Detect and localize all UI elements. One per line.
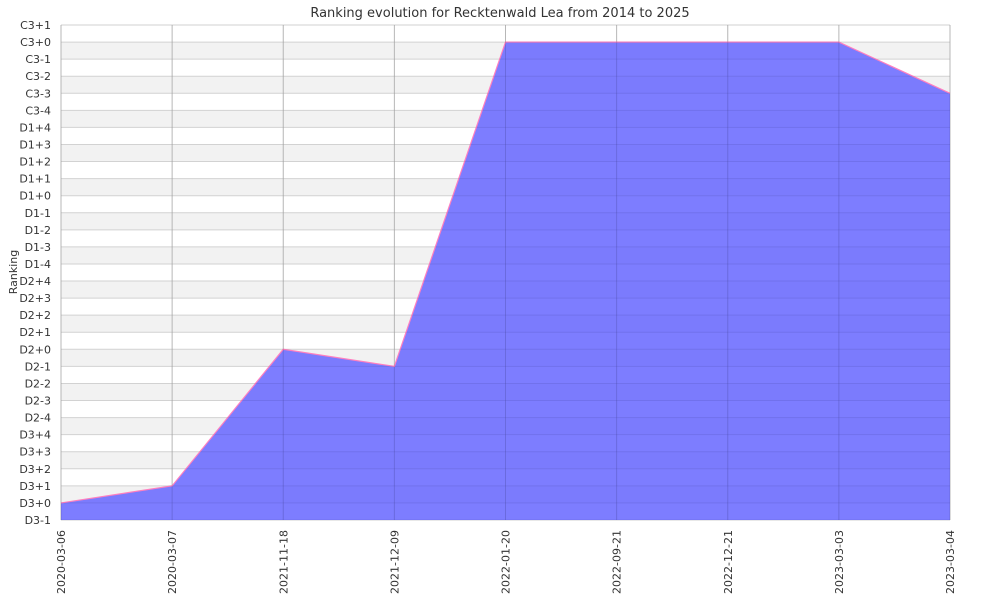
y-tick-label: D3+2 — [19, 463, 51, 476]
y-tick-label: D2+2 — [19, 309, 51, 322]
y-tick-label: C3+0 — [20, 36, 51, 49]
x-tick-label: 2022-09-21 — [611, 530, 624, 594]
y-tick-label: D3-1 — [25, 514, 51, 527]
y-tick-label: D2+0 — [19, 343, 51, 356]
y-tick-label: D3+0 — [19, 497, 51, 510]
y-tick-label: D2-2 — [25, 377, 51, 390]
y-axis-label: Ranking — [7, 250, 20, 295]
y-tick-label: D2-3 — [25, 395, 51, 408]
y-tick-label: D2-1 — [25, 360, 51, 373]
chart-title: Ranking evolution for Recktenwald Lea fr… — [310, 6, 689, 21]
y-tick-label: C3-3 — [25, 87, 51, 100]
y-tick-label: C3-2 — [25, 70, 51, 83]
y-tick-label: D2+3 — [19, 292, 51, 305]
y-tick-label: D3+3 — [19, 446, 51, 459]
y-tick-label: C3-4 — [25, 104, 51, 117]
y-tick-label: D1-3 — [25, 241, 51, 254]
y-tick-label: D1+0 — [19, 190, 51, 203]
x-axis-ticks: 2020-03-06 2020-03-07 2021-11-18 2021-12-09… — [55, 530, 957, 594]
y-tick-label: D2+1 — [19, 326, 51, 339]
y-tick-label: D1+1 — [19, 173, 51, 186]
x-tick-label: 2023-03-03 — [833, 530, 846, 594]
y-tick-label: C3-1 — [25, 53, 51, 66]
y-tick-label: D1+4 — [19, 121, 51, 134]
y-tick-label: D1+3 — [19, 138, 51, 151]
y-tick-label: D1+2 — [19, 156, 51, 169]
y-tick-label: D2-4 — [25, 412, 51, 425]
y-tick-label: D1-4 — [25, 258, 51, 271]
y-axis-ticks: D3-1 D3+0 D3+1 D3+2 D3+3 D3+4 D2-4 D2-3 D2-2 D2-1… — [19, 19, 51, 527]
x-tick-label: 2023-03-04 — [944, 530, 957, 594]
y-tick-label: D1-2 — [25, 224, 51, 237]
x-tick-label: 2021-12-09 — [388, 530, 401, 594]
y-tick-label: D3+4 — [19, 429, 51, 442]
y-tick-label: D3+1 — [19, 480, 51, 493]
x-tick-label: 2022-12-21 — [722, 530, 735, 594]
x-tick-label: 2021-11-18 — [277, 530, 290, 594]
x-tick-label: 2020-03-07 — [166, 530, 179, 594]
y-tick-label: D2+4 — [19, 275, 51, 288]
x-tick-label: 2020-03-06 — [55, 530, 68, 594]
x-tick-label: 2022-01-20 — [500, 530, 513, 594]
y-tick-label: D1-1 — [25, 207, 51, 220]
y-tick-label: C3+1 — [20, 19, 51, 32]
